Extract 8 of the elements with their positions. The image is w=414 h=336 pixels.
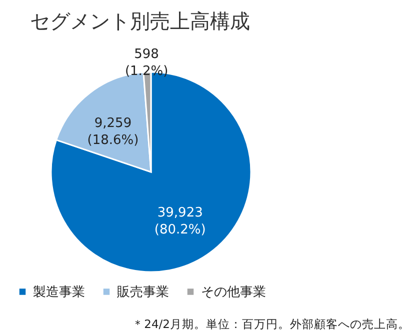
legend-label: その他事業 [201, 284, 266, 300]
legend-label: 製造事業 [33, 284, 85, 300]
legend-label: 販売事業 [117, 284, 169, 300]
data-label: 39,923 (80.2%) [154, 206, 206, 238]
data-label: 9,259 (18.6%) [87, 116, 139, 148]
chart-title: セグメント別売上高構成 [30, 9, 250, 33]
data-label: 598 (1.2%) [124, 47, 168, 80]
text: ＊24/2月期。単位：百万円。外部顧客への売上高。 [132, 317, 410, 331]
